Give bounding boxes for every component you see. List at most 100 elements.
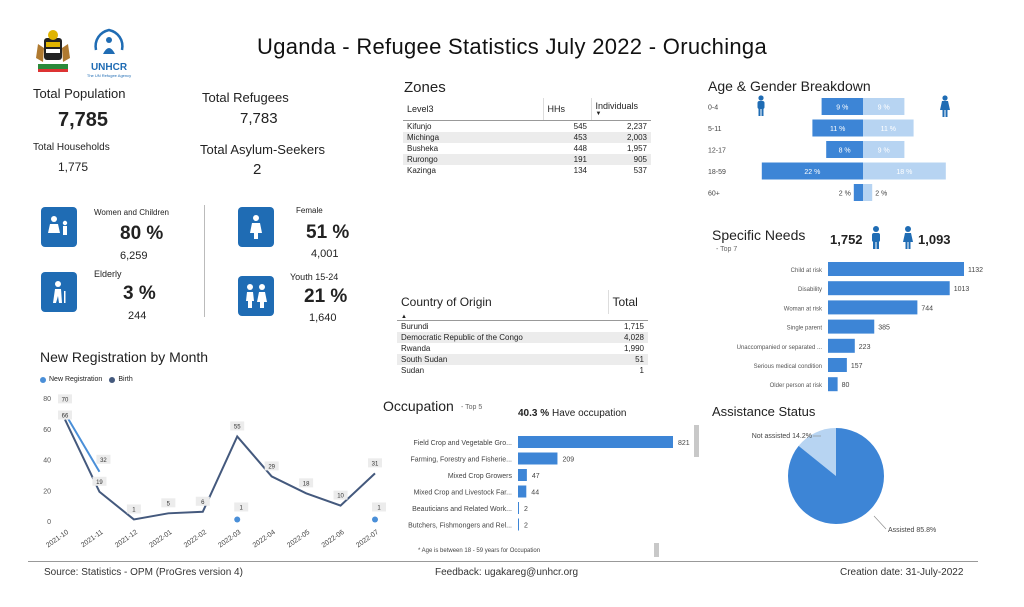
x-tick-label: 2022-07 [355,529,380,550]
age-group-label: 12-17 [708,148,726,155]
female-count: 4,001 [311,248,339,260]
female-bar[interactable] [863,141,905,158]
origin-col-total[interactable]: Total [612,295,638,309]
zones-col-level3[interactable]: Level3 [403,98,544,120]
zone-hhs: 453 [543,132,591,143]
occupation-bar[interactable] [518,502,519,514]
women-children-icon [41,207,77,247]
female-bar-label: 11 % [881,126,896,133]
total-households-label: Total Households [33,142,110,153]
new-registration-data-label-bg [96,454,111,464]
pie-slice[interactable] [788,428,884,524]
zones-col-individuals-label: Individuals [595,101,639,111]
table-row[interactable]: Kifunjo 545 2,237 [403,121,651,132]
table-row[interactable]: Rurongo 191 905 [403,154,651,165]
female-bar[interactable] [863,162,946,180]
birth-data-label-bg [230,421,245,431]
needs-bar[interactable] [828,319,875,334]
birth-data-label: 1 [132,507,136,513]
birth-data-label: 19 [96,480,103,486]
table-row[interactable]: Busheka 448 1,957 [403,143,651,154]
occupation-category-label: Butchers, Fishmongers and Rel... [408,523,512,530]
pie-slice[interactable] [798,428,836,476]
female-label: Female [296,206,323,215]
occupation-bar[interactable] [518,518,519,531]
sort-asc-icon: ▲ [397,314,648,321]
origin-col-country[interactable]: Country of Origin [397,290,609,314]
origin-header-row: Country of Origin Total [397,290,648,314]
elderly-icon [41,272,77,312]
birth-data-label-bg [368,458,382,468]
zone-individuals: 905 [591,154,651,165]
table-row[interactable]: Michinga 453 2,003 [403,132,651,143]
male-bar[interactable] [812,119,863,137]
origin-country: Rwanda [401,343,431,353]
birth-data-label-bg [126,504,141,514]
birth-data-label: 55 [234,424,241,430]
table-row[interactable]: Burundi 1,715 [397,321,648,332]
female-bar-label: 9 % [878,148,890,155]
table-row[interactable]: Kazinga 134 537 [403,165,651,176]
needs-bar[interactable] [828,338,855,353]
legend-new-registration[interactable]: New Registration [49,376,103,383]
occupation-bar[interactable] [518,485,527,498]
zone-hhs: 448 [573,144,587,153]
legend-birth[interactable]: Birth [118,376,133,383]
zones-col-hhs[interactable]: HHs [543,98,592,120]
needs-bar[interactable] [828,300,918,315]
youth-label: Youth 15-24 [290,272,339,282]
female-bar[interactable] [863,98,905,115]
sort-desc-icon: ▼ [595,111,602,117]
occupation-bar[interactable] [518,436,673,448]
table-row[interactable]: Sudan 1 [397,365,648,376]
female-bar[interactable] [863,184,873,201]
x-tick-label: 2021-11 [80,529,105,549]
uganda-coat-of-arms-logo [30,28,76,74]
table-row[interactable]: Rwanda 1,990 [397,343,648,354]
needs-category-label: Unaccompanied or separated ... [737,345,823,351]
needs-bar[interactable] [828,358,847,372]
legend-dot-new-registration [40,376,46,383]
occupation-scrollbar-bottom[interactable] [654,543,659,557]
needs-bar[interactable] [828,262,964,276]
x-tick-label: 2022-06 [321,529,346,550]
zone-individuals: 2,237 [626,122,647,131]
needs-bar[interactable] [828,281,950,296]
new-registration-series-line[interactable] [64,412,101,473]
have-occupation-pct: 40.3 % [518,408,550,419]
birth-series-line[interactable] [64,419,376,521]
occupation-bar[interactable] [518,452,558,465]
occupation-value-label: 44 [531,490,539,497]
needs-value-label: 1132 [968,267,983,274]
male-bar[interactable] [853,184,863,201]
male-bar[interactable] [821,98,863,115]
zone-individuals: 537 [633,166,647,175]
occupation-category-label: Beauticians and Related Work... [412,506,512,513]
male-bar[interactable] [826,141,863,158]
male-bar[interactable] [761,162,863,180]
total-asylum-value: 2 [253,161,262,178]
birth-data-label: 18 [303,481,310,487]
unhcr-logo-text: UNHCR [90,62,128,73]
origin-total: 1,715 [623,321,644,331]
female-bar-label: 9 % [878,105,890,112]
new-registration-point[interactable] [372,516,378,523]
zone-hhs: 134 [573,166,587,175]
not-assisted-label: Not assisted 14.2% [752,433,812,440]
needs-bar[interactable] [828,377,838,392]
table-row[interactable]: Democratic Republic of the Congo 4,028 [397,331,648,343]
age-group-label: 60+ [708,191,720,198]
table-row[interactable]: South Sudan 51 [397,353,648,365]
zones-col-individuals[interactable]: Individuals ▼ [591,98,651,120]
birth-data-label: 5 [167,501,171,507]
new-registration-data-label-bg [234,502,249,512]
male-bar-label: 11 % [830,126,845,133]
female-bar[interactable] [863,119,914,137]
male-icon [757,95,765,116]
new-registration-point[interactable] [234,516,241,523]
origin-total: 1 [639,365,644,375]
occupation-scrollbar[interactable] [694,425,699,457]
occupation-bar[interactable] [518,469,527,481]
birth-data-label-bg [58,410,72,420]
origin-total: 51 [608,353,648,365]
